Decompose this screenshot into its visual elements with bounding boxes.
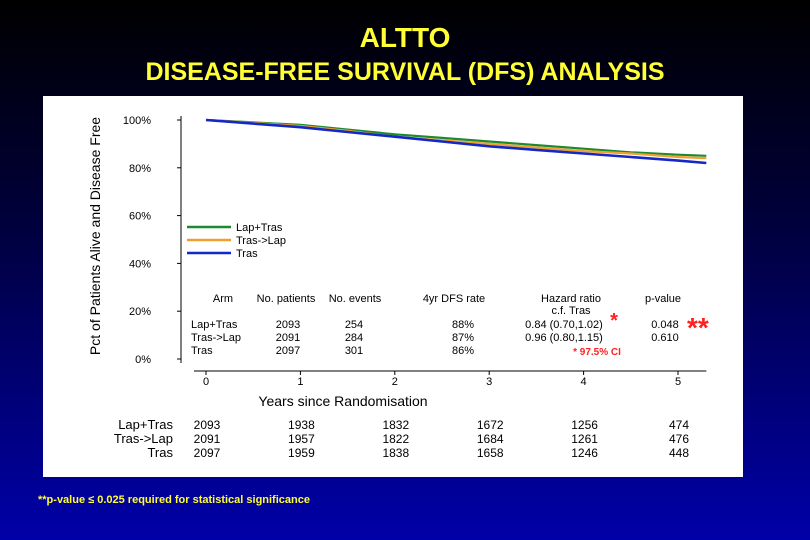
at-risk-count: 1261 [571,432,598,446]
stats-cell: 87% [452,332,474,344]
at-risk-count: 1822 [382,432,409,446]
legend-entry: Tras [236,248,258,260]
stats-cell: 2091 [276,332,300,344]
slide-title: ALTTO [359,22,451,53]
footnote: **p-value ≤ 0.025 required for statistic… [38,494,310,506]
stats-cell: 254 [345,319,363,331]
x-axis-label: Years since Randomisation [258,393,427,409]
x-tick-label: 4 [581,376,587,388]
series-line-tras [205,118,707,165]
at-risk-count: 2097 [194,446,221,460]
stats-cell: 88% [452,319,474,331]
stats-cell: 86% [452,345,474,357]
stats-cell: 2097 [276,345,300,357]
stats-cell: 2093 [276,319,300,331]
at-risk-count: 1832 [382,418,409,432]
ci-note: * 97.5% CI [573,347,621,358]
stats-cell: 301 [345,345,363,357]
stats-cell: Tras->Lap [191,332,241,344]
at-risk-count: 1957 [288,432,315,446]
y-tick-label: 40% [129,258,151,270]
x-tick-label: 5 [675,376,681,388]
at-risk-count: 1658 [477,446,504,460]
stats-cell: Tras [191,345,213,357]
at-risk-arm-label: Tras->Lap [114,431,173,446]
slide-subtitle: DISEASE-FREE SURVIVAL (DFS) ANALYSIS [145,58,665,86]
chart-panel: 0% 20% 40% 60% 80% 100% 0 1 2 3 4 5 Years since Rand… [43,96,743,477]
at-risk-count: 1256 [571,418,598,432]
y-axis-label: Pct of Patients Alive and Disease Free [87,117,103,355]
legend-entry: Lap+Tras [236,222,283,234]
stats-header: Arm [213,293,233,305]
significance-marker: ** [687,312,709,343]
at-risk-count: 448 [669,446,689,460]
at-risk-count: 474 [669,418,689,432]
y-tick-label: 60% [129,211,151,223]
at-risk-count: 1672 [477,418,504,432]
at-risk-count: 1246 [571,446,598,460]
at-risk-count: 1838 [382,446,409,460]
stats-header: No. events [329,293,382,305]
y-tick-label: 20% [129,306,151,318]
stats-cell: 0.96 (0.80,1.15) [525,332,603,344]
x-tick-label: 3 [486,376,492,388]
at-risk-count: 1684 [477,432,504,446]
x-tick-label: 1 [297,376,303,388]
stats-subheader: c.f. Tras [551,305,591,317]
at-risk-count: 2091 [194,432,221,446]
at-risk-count: 1938 [288,418,315,432]
survival-chart: 0% 20% 40% 60% 80% 100% 0 1 2 3 4 5 Years since Rand… [87,115,707,460]
y-tick-label: 0% [135,354,151,366]
at-risk-count: 2093 [194,418,221,432]
stats-cell: 284 [345,332,363,344]
stats-header: 4yr DFS rate [423,293,485,305]
stats-cell: Lap+Tras [191,319,238,331]
ci-star: * [610,310,618,332]
x-tick-label: 0 [203,376,209,388]
y-tick-label: 80% [129,163,151,175]
stats-cell: 0.84 (0.70,1.02) [525,319,603,331]
legend-entry: Tras->Lap [236,235,286,247]
at-risk-count: 1959 [288,446,315,460]
y-tick-label: 100% [123,115,151,127]
x-tick-label: 2 [392,376,398,388]
at-risk-count: 476 [669,432,689,446]
stats-cell: 0.048 [651,319,679,331]
stats-header: No. patients [257,293,316,305]
stats-table-box [184,289,694,359]
stats-cell: 0.610 [651,332,679,344]
at-risk-arm-label: Lap+Tras [118,417,173,432]
at-risk-arm-label: Tras [147,445,173,460]
stats-header: Hazard ratio [541,293,601,305]
stats-header: p-value [645,293,681,305]
